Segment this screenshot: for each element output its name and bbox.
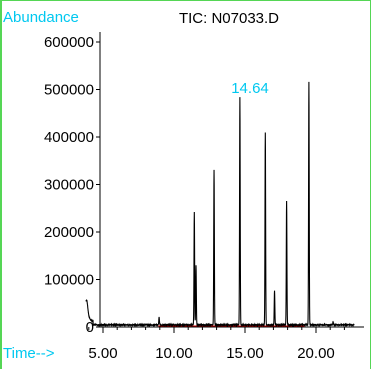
y-tick-label: 600000: [44, 34, 94, 51]
y-tick-label: 200000: [44, 224, 94, 241]
x-tick-label: 15.00: [226, 345, 264, 362]
x-axis-title: Time-->: [3, 345, 55, 362]
tic-trace: [85, 81, 355, 328]
y-ticks: 0 100000 200000 300000 400000 500000 600000: [44, 34, 100, 336]
chart-title: TIC: N07033.D: [179, 10, 279, 27]
y-tick-label: 100000: [44, 272, 94, 289]
x-ticks: 5.00 10.00 15.00 20.00: [88, 327, 345, 362]
x-tick-label: 10.00: [155, 345, 193, 362]
y-tick-label: 300000: [44, 177, 94, 194]
x-tick-label: 5.00: [88, 345, 117, 362]
y-tick-label: 0: [86, 319, 94, 336]
y-tick-label: 400000: [44, 129, 94, 146]
x-tick-label: 20.00: [297, 345, 335, 362]
y-axis-title: Abundance: [3, 9, 79, 26]
peak-annotation: 14.64: [231, 80, 269, 97]
y-tick-label: 500000: [44, 82, 94, 99]
